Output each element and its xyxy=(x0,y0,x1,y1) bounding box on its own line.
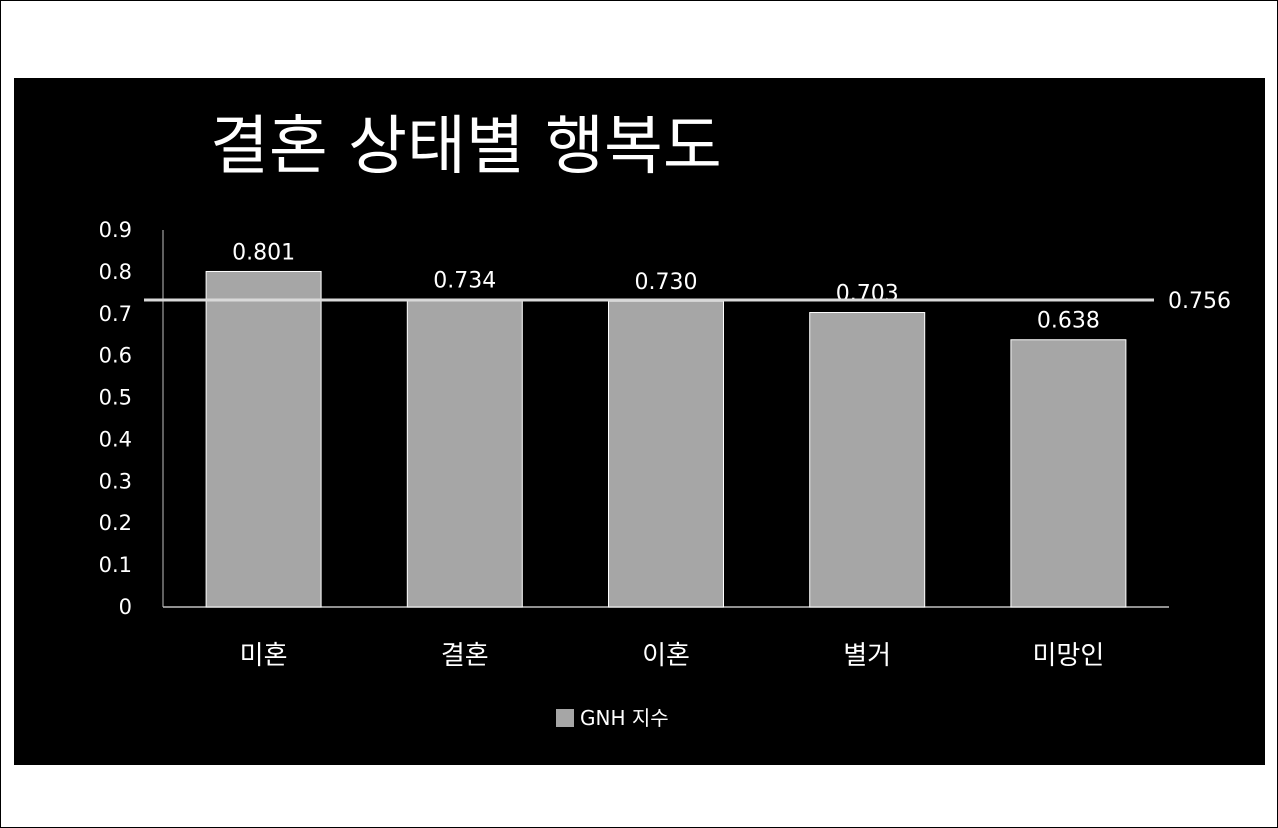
legend: GNH 지수 xyxy=(556,706,669,730)
bar xyxy=(809,312,926,608)
legend-swatch xyxy=(556,709,574,727)
data-label: 0.801 xyxy=(232,240,295,265)
bar xyxy=(205,270,322,608)
data-label: 0.734 xyxy=(433,269,496,294)
data-label: 0.638 xyxy=(1037,309,1100,334)
category-label: 결혼 xyxy=(441,641,489,671)
category-label: 미망인 xyxy=(1033,641,1105,671)
y-axis-ticks: 0 0.1 0.2 0.3 0.4 0.5 0.6 0.7 0.8 0.9 xyxy=(99,218,132,619)
category-label: 이혼 xyxy=(642,641,690,671)
y-tick-label: 0.5 xyxy=(99,386,132,410)
bar xyxy=(608,300,724,608)
category-label: 별거 xyxy=(843,641,891,671)
data-label: 0.730 xyxy=(635,270,698,295)
y-tick-label: 0.7 xyxy=(99,302,132,326)
legend-label: GNH 지수 xyxy=(580,706,669,730)
y-tick-label: 0.4 xyxy=(99,427,132,451)
bar xyxy=(406,299,523,608)
chart-title: 결혼 상태별 행복도 xyxy=(210,110,722,184)
y-tick-label: 0.6 xyxy=(99,344,132,368)
data-label: 0.703 xyxy=(836,282,899,307)
y-tick-label: 0.9 xyxy=(99,218,132,242)
reference-line-label: 0.756 xyxy=(1168,289,1231,314)
y-tick-label: 0.2 xyxy=(99,511,132,535)
bar xyxy=(1010,339,1127,608)
y-tick-label: 0.3 xyxy=(99,469,132,493)
bars: 0.801 미혼 0.734 결혼 0.730 이혼 0.703 별거 0.638 미망인 xyxy=(205,240,1127,671)
y-tick-label: 0 xyxy=(119,595,132,619)
reference-line-group: 0.756 xyxy=(144,289,1231,314)
y-tick-label: 0.8 xyxy=(99,260,132,284)
bar-chart: 결혼 상태별 행복도 00.10.20.30.40.50.60.70.80.9 … xyxy=(99,110,1231,730)
chart-panel: 결혼 상태별 행복도 0 0.1 0.2 0.3 0.4 0.5 0.6 0.7 0.8 0.9 … xyxy=(14,78,1265,765)
y-tick-label: 0.1 xyxy=(99,553,132,577)
category-label: 미혼 xyxy=(240,641,288,671)
